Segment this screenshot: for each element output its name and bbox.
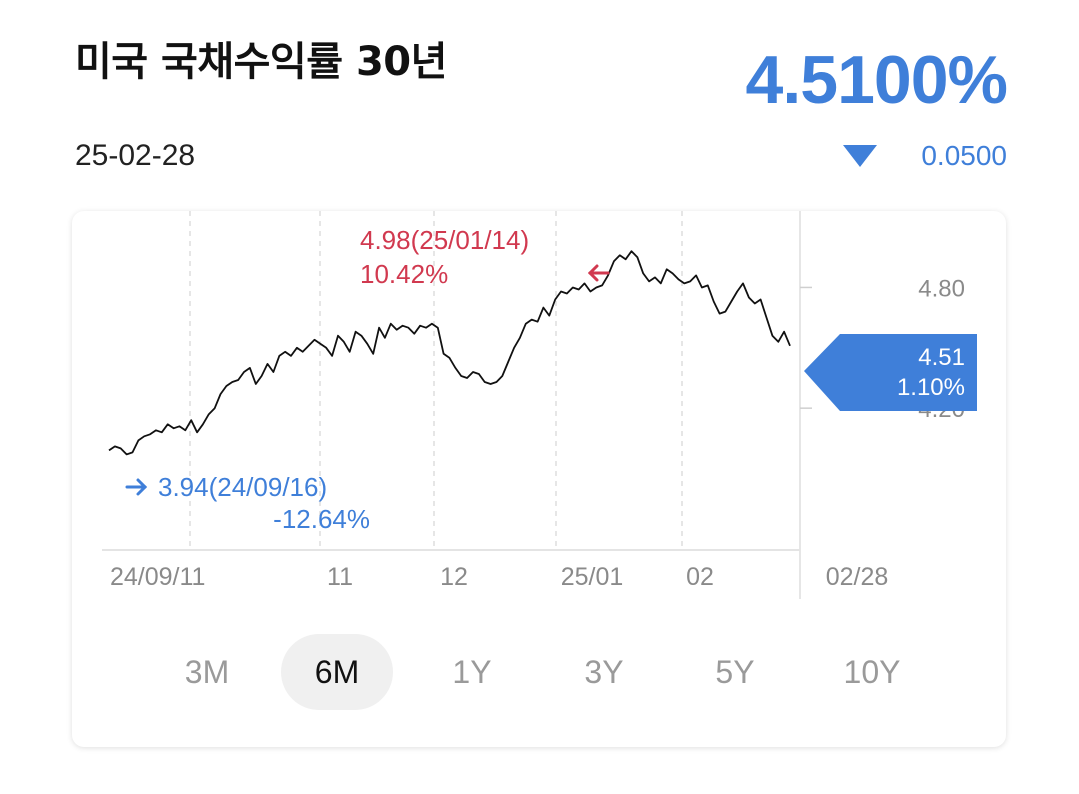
current-value-label: 4.51 bbox=[918, 344, 965, 371]
period-tab-6m[interactable]: 6M bbox=[281, 634, 393, 710]
triangle-down-icon bbox=[843, 145, 878, 167]
current-value-tag bbox=[804, 334, 977, 411]
x-tick-label: 11 bbox=[327, 563, 353, 591]
current-pct-label: 1.10% bbox=[897, 374, 965, 401]
period-tab-3y[interactable]: 3Y bbox=[584, 653, 624, 690]
period-tab-3m[interactable]: 3M bbox=[184, 653, 230, 690]
change-value: 0.0500 bbox=[921, 140, 1007, 171]
x-tick-label: 24/09/11 bbox=[110, 563, 205, 591]
high-pct-label: 10.42% bbox=[360, 259, 448, 289]
right-arrow-icon bbox=[125, 478, 148, 496]
x-tick-label: 02 bbox=[686, 563, 714, 591]
current-price: 4.5100% bbox=[745, 42, 1008, 118]
price-change: 0.0500 bbox=[843, 136, 1007, 176]
x-tick-label: 25/01 bbox=[561, 563, 624, 591]
page-title: 미국 국채수익률 30년 bbox=[75, 39, 447, 85]
high-value-label: 4.98(25/01/14) bbox=[360, 225, 529, 255]
period-tab-1y[interactable]: 1Y bbox=[452, 653, 492, 690]
low-pct-label: -12.64% bbox=[273, 504, 370, 534]
period-tab-5y[interactable]: 5Y bbox=[715, 653, 755, 690]
period-selector: 3M 6M 1Y 3Y 5Y 10Y bbox=[72, 634, 1006, 710]
x-tick-label: 12 bbox=[440, 563, 468, 591]
series-line bbox=[108, 250, 791, 456]
quote-date: 25-02-28 bbox=[75, 139, 196, 172]
x-tick-label: 02/28 bbox=[826, 563, 889, 591]
y-tick-label: 4.80 bbox=[918, 275, 965, 302]
low-value-label: 3.94(24/09/16) bbox=[158, 472, 327, 502]
period-tab-10y[interactable]: 10Y bbox=[843, 653, 901, 690]
left-arrow-icon bbox=[587, 264, 610, 282]
